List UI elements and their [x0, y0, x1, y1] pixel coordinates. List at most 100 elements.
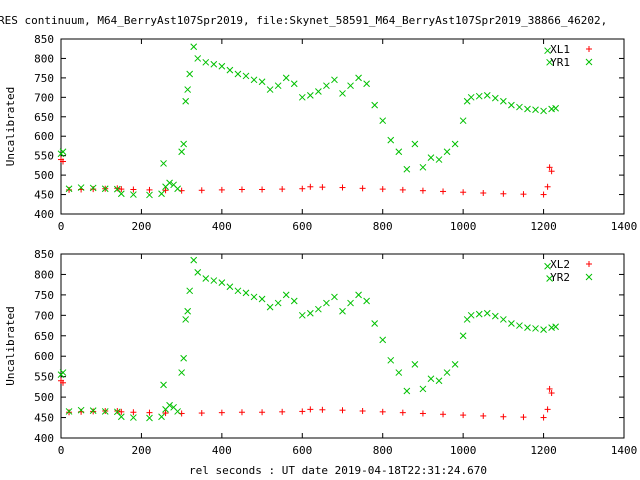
data-point-yr1	[540, 107, 547, 115]
data-point-xl1	[259, 186, 266, 193]
data-point-yr2	[282, 291, 290, 299]
top-panel: 0 200 400 600 800 1000 1200 1400 400 450 500 550 600…	[4, 33, 637, 233]
data-point-yr2	[331, 293, 338, 301]
data-point-yr2	[475, 310, 483, 318]
data-point-yr2	[483, 309, 491, 317]
data-point-xl2	[399, 409, 406, 416]
data-point-xl1	[544, 183, 551, 190]
data-point-yr1	[250, 76, 258, 84]
data-point-yr2	[65, 408, 73, 415]
data-point-xl2	[299, 408, 306, 415]
data-point-yr2-b	[363, 297, 370, 305]
legend-marker-b	[585, 58, 593, 66]
data-point-yr2	[218, 279, 226, 286]
data-point-yr1	[77, 184, 85, 191]
data-point-yr1-b	[202, 58, 210, 66]
data-point-yr2-b	[540, 326, 547, 333]
data-point-xl1	[546, 164, 553, 171]
data-point-yr2-b	[475, 310, 483, 318]
data-point-yr1-b	[403, 165, 411, 173]
y-tick-label: 750	[34, 72, 54, 85]
data-point-yr2	[89, 407, 97, 414]
data-point-yr2-b	[459, 332, 467, 340]
data-point-yr2	[178, 369, 185, 376]
data-point-yr2	[298, 311, 306, 319]
data-point-yr2-b	[178, 369, 185, 376]
data-point-yr2-b	[306, 309, 314, 317]
data-point-yr1-b	[540, 107, 547, 115]
data-point-yr2	[524, 324, 531, 331]
data-point-yr1	[395, 148, 403, 156]
data-point-xl2	[307, 406, 314, 413]
data-point-xl1	[319, 184, 326, 191]
data-point-yr2	[395, 369, 403, 376]
data-point-xl2	[460, 412, 467, 419]
y-tick-label: 600	[34, 130, 54, 143]
data-point-yr2-b	[298, 311, 306, 319]
y-axis-label: Uncalibrated	[4, 87, 17, 166]
data-point-yr2-b	[500, 316, 507, 323]
data-point-yr1	[158, 190, 165, 198]
data-point-yr1-b	[250, 76, 258, 84]
data-point-xl1	[114, 185, 121, 192]
data-point-xl1	[118, 186, 125, 193]
legend-label: YR2	[550, 271, 570, 284]
data-point-yr1	[516, 103, 523, 111]
x-tick-label: 0	[58, 444, 65, 457]
data-point-yr2-b	[59, 369, 67, 376]
data-point-yr2	[419, 385, 427, 393]
data-point-yr1	[117, 190, 125, 198]
data-point-xl2	[546, 385, 553, 392]
data-point-yr1-b	[411, 140, 419, 148]
data-point-yr1-b	[315, 88, 322, 95]
legend-marker-b	[585, 273, 593, 281]
data-point-yr1-b	[379, 117, 387, 125]
data-point-yr2-b	[290, 297, 298, 305]
data-point-yr2	[544, 262, 551, 270]
data-point-yr2	[323, 299, 330, 307]
data-point-yr1	[184, 86, 192, 93]
data-point-yr1-b	[180, 140, 188, 148]
data-point-yr2	[548, 324, 555, 331]
data-point-yr1-b	[544, 47, 551, 55]
data-point-yr1-b	[77, 184, 85, 191]
data-point-yr1	[160, 160, 167, 167]
data-point-yr2-b	[379, 336, 387, 344]
data-point-yr1-b	[158, 190, 165, 198]
data-point-xl1	[500, 190, 507, 197]
data-point-yr2-b	[419, 385, 427, 393]
data-point-yr1	[339, 90, 346, 97]
legend-label: XL1	[550, 43, 570, 56]
data-point-yr2-b	[331, 293, 338, 301]
data-point-xl1	[66, 186, 73, 193]
legend-label: YR1	[550, 56, 570, 69]
data-point-yr2	[117, 413, 125, 421]
data-point-yr1	[524, 105, 531, 113]
data-point-yr2	[194, 269, 202, 276]
data-point-yr2-b	[544, 262, 551, 270]
data-point-xl1	[90, 186, 97, 193]
bottom-panel: 0 200 400 600 800 1000 1200 1400 400 450 500 550 600…	[4, 248, 637, 457]
data-point-yr1	[65, 185, 73, 193]
data-point-yr1-b	[467, 93, 475, 101]
data-point-yr2-b	[234, 287, 242, 295]
y-tick-label: 850	[34, 33, 54, 46]
data-point-yr1-b	[113, 185, 121, 193]
data-point-yr1-b	[226, 66, 234, 74]
data-point-yr1	[508, 101, 515, 109]
data-point-yr1	[174, 185, 181, 193]
data-point-yr2-b	[184, 307, 192, 315]
data-point-yr2	[174, 408, 181, 415]
data-point-yr1-b	[395, 148, 403, 156]
y-tick-label: 850	[34, 248, 54, 261]
data-point-yr2-b	[158, 413, 165, 421]
y-tick-label: 650	[34, 111, 54, 124]
data-point-yr1	[194, 55, 202, 62]
data-point-xl2	[162, 410, 169, 417]
data-point-xl2	[66, 409, 73, 416]
data-point-xl1	[299, 185, 306, 192]
data-point-xl2	[238, 409, 245, 416]
data-point-xl1	[60, 158, 67, 165]
data-point-yr2	[411, 361, 419, 368]
x-tick-label: 800	[373, 444, 393, 457]
